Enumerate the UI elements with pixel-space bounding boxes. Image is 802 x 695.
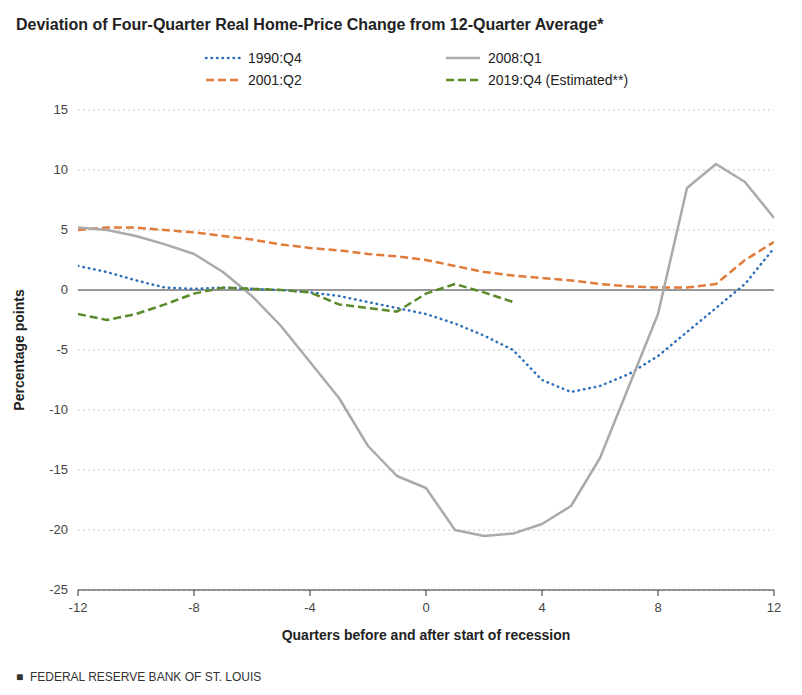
grid-line: [78, 170, 774, 171]
grid: [78, 110, 774, 590]
x-tick-label: 8: [654, 600, 661, 615]
title: Deviation of Four-Quarter Real Home-Pric…: [16, 16, 604, 33]
background: [0, 0, 802, 695]
x-tick: [658, 590, 659, 596]
grid-line: [78, 110, 774, 111]
legend-swatch: [206, 79, 240, 82]
x-tick-label: 4: [538, 600, 545, 615]
grid-line: [78, 530, 774, 531]
y-tick-label: 5: [61, 222, 68, 237]
x-tick-label: -8: [188, 600, 200, 615]
series-line: [78, 248, 774, 392]
footer: ■ FEDERAL RESERVE BANK OF ST. LOUIS: [16, 670, 261, 684]
y-tick-label: 0: [61, 282, 68, 297]
x-tick: [78, 590, 79, 596]
legend-label: 2008:Q1: [488, 50, 542, 66]
y-tick-label: 10: [54, 162, 68, 177]
legend-swatch: [206, 57, 240, 60]
y-tick-label: -25: [49, 582, 68, 597]
y-tick-label: -20: [49, 522, 68, 537]
grid-line: [78, 230, 774, 231]
grid-line: [78, 470, 774, 471]
y-tick-label: -15: [49, 462, 68, 477]
series-line: [78, 228, 774, 288]
legend-label: 1990:Q4: [248, 50, 302, 66]
chart: Deviation of Four-Quarter Real Home-Pric…: [0, 0, 802, 695]
series-line: [78, 164, 774, 536]
grid-line: [78, 410, 774, 411]
legend-swatch: [446, 57, 480, 60]
y-tick-label: 15: [54, 102, 68, 117]
x-tick: [310, 590, 311, 596]
x-tick-label: 12: [767, 600, 781, 615]
legend-label: 2001:Q2: [248, 72, 302, 88]
x-tick: [426, 590, 427, 596]
x-tick-label: -4: [304, 600, 316, 615]
y-tick-label: -10: [49, 402, 68, 417]
x-axis-label: Quarters before and after start of reces…: [282, 627, 571, 643]
zero-line: [78, 289, 774, 290]
x-tick-label: 0: [422, 600, 429, 615]
y-axis-label: Percentage points: [11, 289, 27, 411]
legend: 1990:Q4 2001:Q2 2008:Q1 2019:Q4 (Estimated*…: [206, 50, 628, 88]
legend-swatch: [446, 79, 480, 82]
x-tick-label: -12: [69, 600, 88, 615]
series-line: [78, 284, 513, 320]
x-tick: [774, 590, 775, 596]
lines: [78, 164, 774, 536]
x-tick: [542, 590, 543, 596]
x-tick: [194, 590, 195, 596]
grid-line: [78, 350, 774, 351]
legend-label: 2019:Q4 (Estimated**): [488, 72, 628, 88]
y-tick-label: -5: [56, 342, 68, 357]
